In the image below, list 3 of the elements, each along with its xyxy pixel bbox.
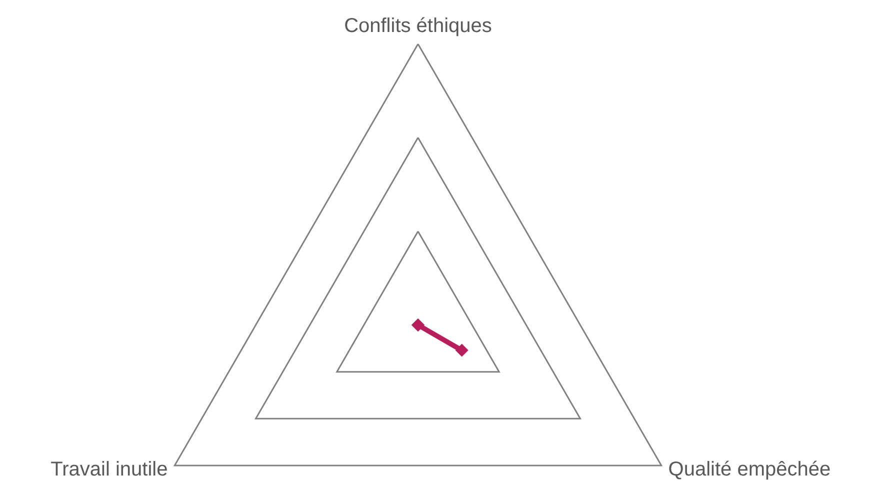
spoke-label: Conflits éthiques bbox=[344, 15, 492, 37]
spoke-label: Travail inutile bbox=[50, 458, 168, 480]
spoke-label: Qualité empêchée bbox=[668, 458, 831, 480]
